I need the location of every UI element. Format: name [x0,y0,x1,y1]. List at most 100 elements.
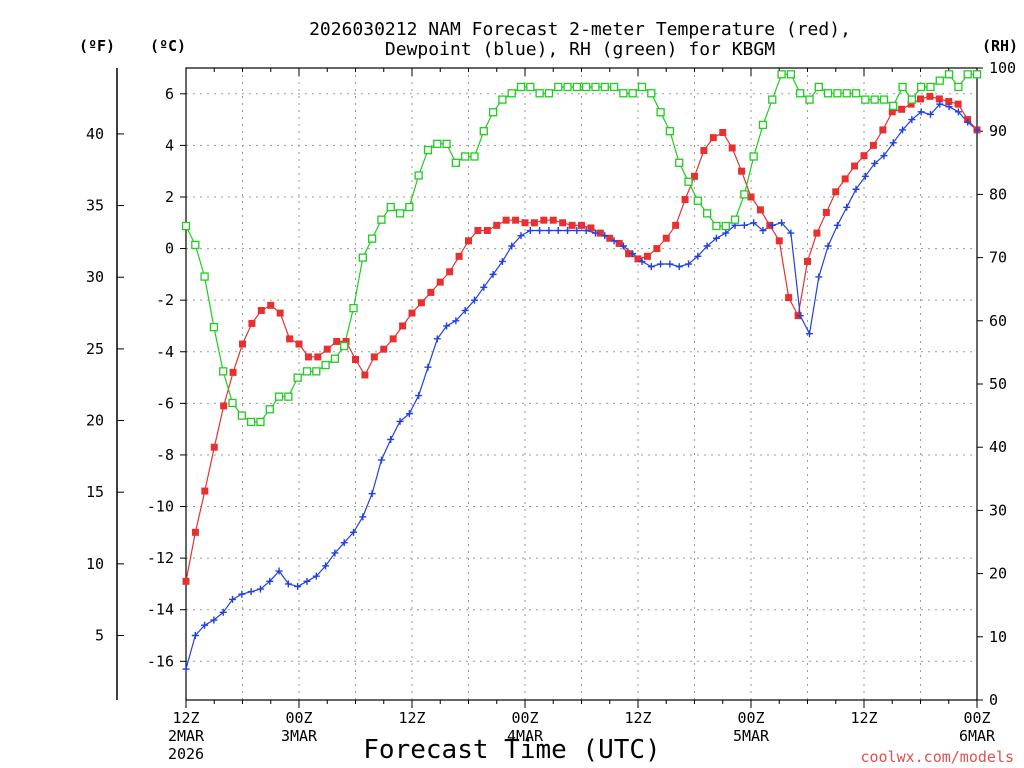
temperature-point [869,141,877,149]
celsius-tick-label: -6 [156,394,174,412]
temperature-point [210,443,218,451]
dewpoint-point [703,242,711,250]
fahrenheit-tick-label: 40 [86,125,104,143]
dewpoint-point [415,392,423,400]
grid-lines [186,68,977,700]
rh-point [312,367,321,376]
rh-point [498,95,507,104]
rh-point [395,209,405,218]
rh-point [758,120,768,130]
celsius-tick-label: -12 [147,549,174,567]
rh-point [712,221,721,231]
rh-point [451,158,461,167]
dewpoint-point [536,227,544,235]
temperature-point [568,221,576,229]
temperature-point [352,355,359,363]
dewpoint-point [229,595,237,603]
celsius-tick-label: -2 [156,291,174,309]
temperature-point [851,162,859,170]
rh-point [768,95,777,104]
rh-point [833,89,842,98]
dewpoint-point [256,585,264,593]
credit-label: coolwx.com/models [860,748,1014,766]
temperature-point [653,245,661,253]
dewpoint-point [489,270,497,278]
rh-point [675,158,684,167]
celsius-tick-label: -10 [147,498,174,516]
dewpoint-point [843,203,851,211]
dewpoint-point [685,260,693,268]
rh-point [554,82,563,92]
rh-point [349,304,358,313]
temperature-point [361,371,369,379]
dewpoint-point [712,234,720,242]
temperature-point [540,216,548,224]
rh-point [721,221,730,231]
x-tick-label: 00Z [511,709,538,727]
x-tick-label: 2026 [168,745,204,763]
temperature-point [286,335,294,343]
rh-point [209,322,219,332]
dewpoint-point [498,257,506,265]
celsius-tick-label: 6 [165,85,174,103]
rh-point [488,108,498,117]
temperature-point [785,294,793,302]
dewpoint-point [591,229,599,237]
dewpoint-point [666,260,674,268]
x-tick-label: 00Z [285,709,312,727]
temperature-point [926,92,934,100]
temperature-point [530,219,538,227]
temperature-point [220,402,228,410]
dewpoint-point [275,567,283,575]
rh-point [433,139,442,148]
dewpoint-point [768,221,776,229]
rh-point [572,82,581,92]
fahrenheit-tick-label: 25 [86,340,104,358]
rh-point [898,82,907,92]
x-tick-label: 12Z [398,709,425,727]
rh-point [926,82,935,92]
rh-point [805,95,814,104]
rh-tick-label: 90 [989,122,1007,140]
dewpoint-point [787,229,795,237]
dewpoint-point [601,232,609,240]
temperature-point [775,237,783,245]
rh-point [600,82,609,92]
dewpoint-point [433,335,441,343]
rh-point [461,152,470,161]
temperature-point [709,134,717,142]
x-tick-label: 4MAR [507,727,544,745]
dewpoint-point [359,513,367,521]
temperature-point [615,239,623,247]
temperature-point [502,216,510,224]
temperature-point [323,345,331,353]
dewpoint-point [182,665,190,673]
dewpoint-point [424,363,432,371]
temperature-point [917,95,924,103]
temperature-point [700,147,708,155]
rh-point [879,95,889,104]
rh-tick-label: 60 [989,312,1007,330]
dewpoint-point [573,227,581,235]
temperature-point [691,172,698,180]
dewpoint-point [880,152,888,160]
dewpoint-point [350,528,358,536]
temperature-point [804,257,811,265]
dewpoint-point [759,227,767,235]
temperature-point [342,337,350,345]
temperature-point [295,340,303,348]
temperature-line [185,95,978,582]
temperature-point [756,206,764,214]
dewpoint-point [740,221,748,229]
rh-point [563,82,572,92]
dewpoint-point [312,572,320,580]
dewpoint-point [470,296,478,304]
rh-point [823,89,833,98]
rh-point [246,417,256,427]
dewpoint-point [405,410,413,418]
temperature-point [945,98,953,106]
rh-point [749,152,758,161]
temperature-point [606,234,614,242]
rh-point [656,108,665,117]
